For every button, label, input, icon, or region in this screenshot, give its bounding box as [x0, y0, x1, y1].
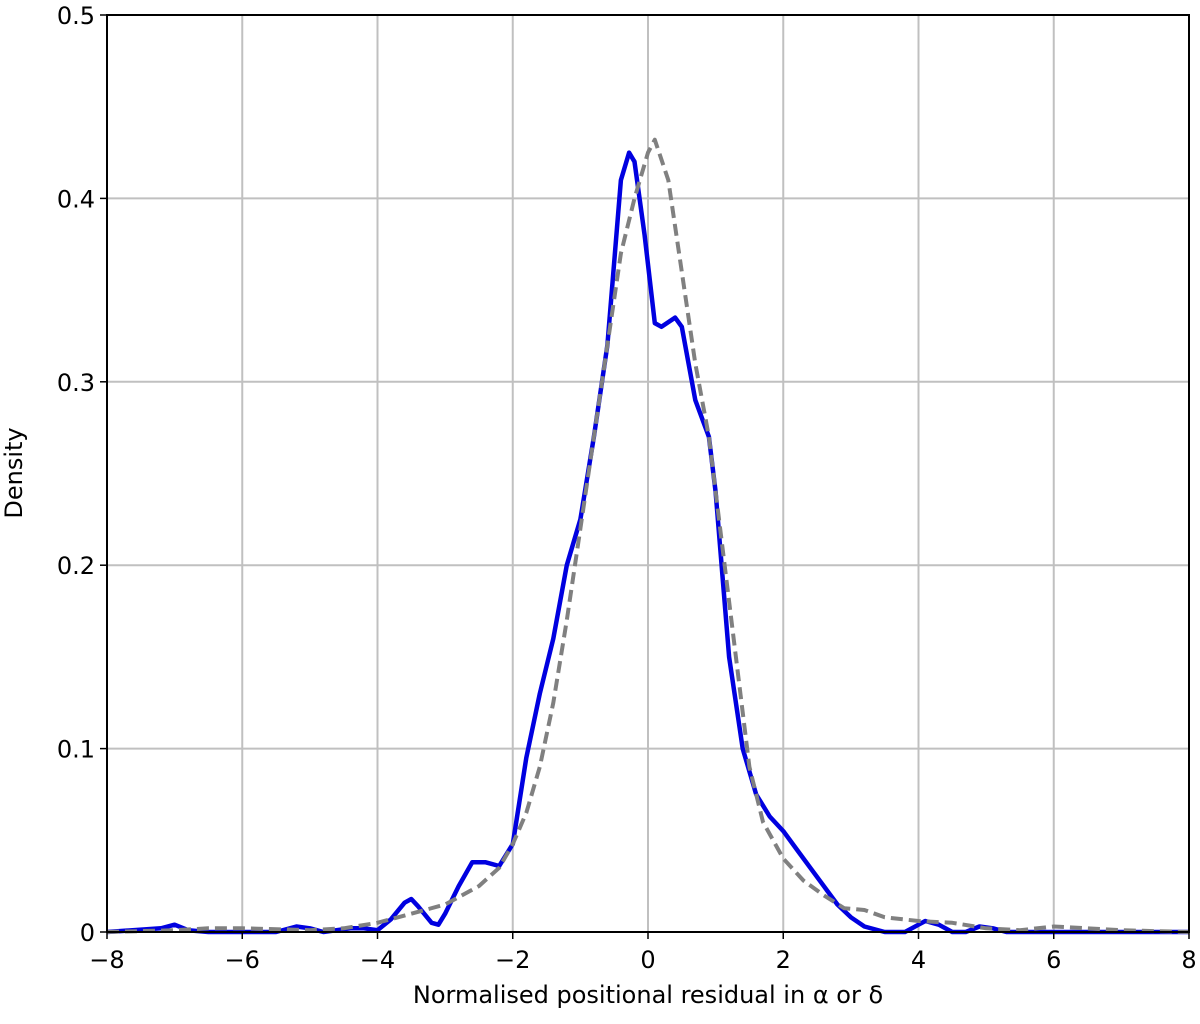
x-tick-label: −8 — [89, 946, 124, 974]
grid — [106, 14, 1190, 933]
y-axis-label: Density — [0, 427, 28, 518]
data-line — [106, 150, 1189, 935]
y-tick-label: 0.2 — [57, 552, 95, 580]
x-tick-label: 4 — [911, 946, 926, 974]
y-tick-label: 0.4 — [57, 185, 95, 213]
x-tick-label: 2 — [776, 946, 791, 974]
x-tick-label: 0 — [640, 946, 655, 974]
x-axis-label: Normalised positional residual in α or δ — [413, 981, 883, 1009]
x-tick-label: 6 — [1046, 946, 1061, 974]
y-tick-label: 0.1 — [57, 736, 95, 764]
y-tick-label: 0 — [80, 919, 95, 947]
x-tick-label: −4 — [360, 946, 395, 974]
x-tick-label: −2 — [495, 946, 530, 974]
y-tick-label: 0.3 — [57, 369, 95, 397]
lines — [106, 137, 1190, 935]
x-tick-label: −6 — [225, 946, 260, 974]
y-tick-label: 0.5 — [57, 2, 95, 30]
data-line — [106, 137, 1190, 934]
x-tick-label: 8 — [1181, 946, 1196, 974]
